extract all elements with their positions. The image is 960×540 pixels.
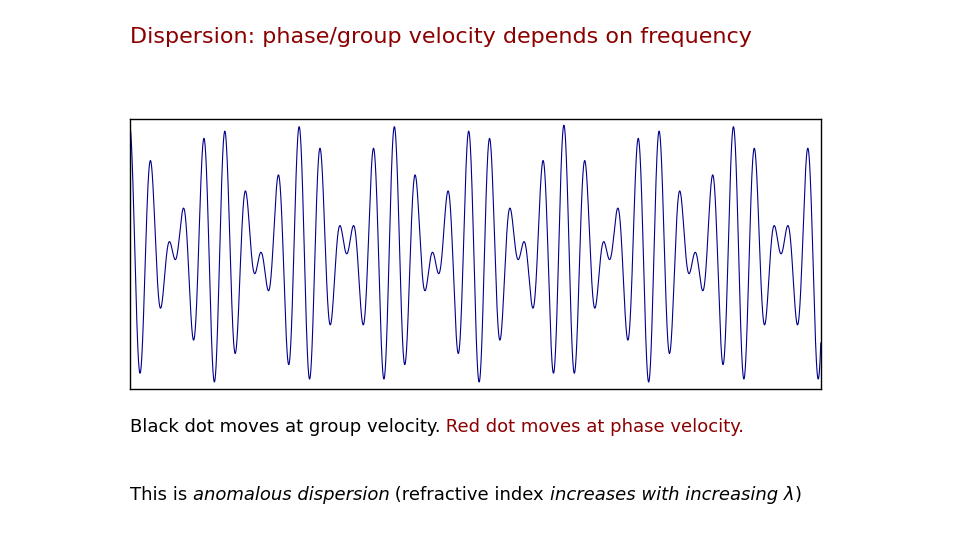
Text: (refractive index: (refractive index [390,486,550,504]
Text: This is: This is [130,486,193,504]
Text: ): ) [794,486,802,504]
Text: Red dot moves at phase velocity.: Red dot moves at phase velocity. [441,418,744,436]
Text: Black dot moves at group velocity.: Black dot moves at group velocity. [130,418,441,436]
Text: anomalous dispersion: anomalous dispersion [193,486,390,504]
Text: increases with increasing λ: increases with increasing λ [550,486,794,504]
Text: Dispersion: phase/group velocity depends on frequency: Dispersion: phase/group velocity depends… [130,27,752,47]
